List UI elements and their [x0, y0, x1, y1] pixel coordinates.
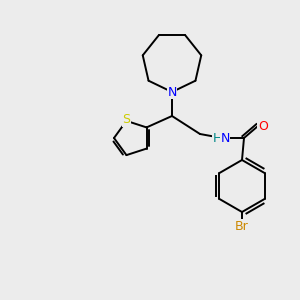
Text: Br: Br [235, 220, 249, 232]
Text: O: O [258, 119, 268, 133]
Text: N: N [167, 85, 177, 98]
Text: N: N [220, 131, 230, 145]
Text: S: S [122, 113, 130, 126]
Text: H: H [212, 131, 222, 145]
